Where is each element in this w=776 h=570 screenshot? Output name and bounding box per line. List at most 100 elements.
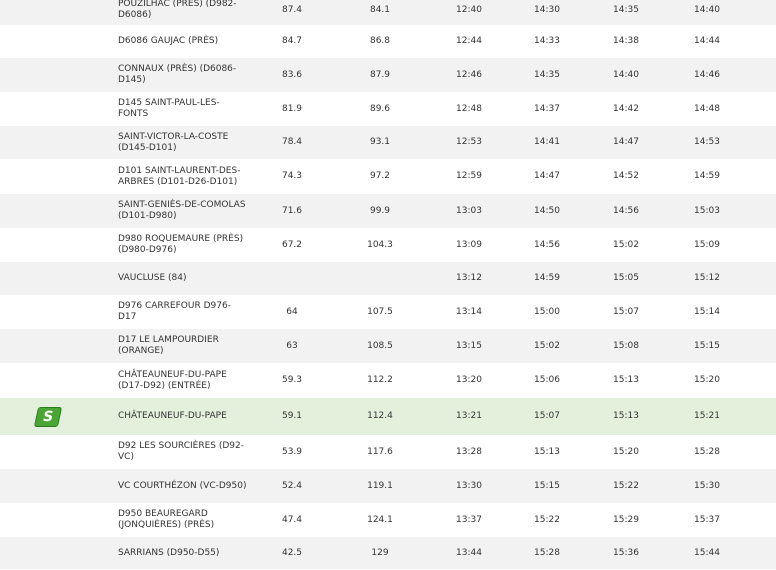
table-row: CONNAUX (PRÈS) (D6086-D145) 83.6 87.9 12:46… bbox=[0, 58, 776, 92]
time-caravan: 12:48 bbox=[430, 92, 508, 126]
time-caravan: 13:30 bbox=[430, 469, 508, 503]
distance-remaining-km: 78.4 bbox=[254, 126, 330, 159]
row-icon-cell bbox=[0, 537, 118, 569]
distance-remaining-km: 71.6 bbox=[254, 194, 330, 228]
table-row: S CHÂTEAUNEUF-DU-PAPE 59.1 112.4 13:21 15:07 1… bbox=[0, 398, 776, 435]
distance-remaining-km: 74.3 bbox=[254, 159, 330, 194]
time-slow: 14:46 bbox=[666, 58, 748, 92]
row-icon-cell bbox=[0, 228, 118, 262]
time-fast: 14:37 bbox=[508, 92, 586, 126]
location-name: SAINT-GENIÈS-DE-COMOLAS (D101-D980) bbox=[118, 194, 254, 228]
time-caravan: 13:21 bbox=[430, 398, 508, 435]
time-slow: 15:44 bbox=[666, 537, 748, 569]
time-medium: 15:13 bbox=[586, 363, 666, 398]
row-icon-cell bbox=[0, 262, 118, 295]
time-fast: 14:59 bbox=[508, 262, 586, 295]
distance-covered-km: 104.3 bbox=[330, 228, 430, 262]
spacer-cell bbox=[748, 194, 776, 228]
table-row: VC COURTHÉZON (VC-D950) 52.4 119.1 13:30 15:… bbox=[0, 469, 776, 503]
spacer-cell bbox=[748, 537, 776, 569]
table-row: SARRIANS (D950-D55) 42.5 129 13:44 15:28 15:3… bbox=[0, 537, 776, 569]
spacer-cell bbox=[748, 398, 776, 435]
distance-remaining-km: 42.5 bbox=[254, 537, 330, 569]
table-row: POUZILHAC (PRÈS) (D982-D6086) 87.4 84.1 12:… bbox=[0, 0, 776, 25]
time-slow: 15:12 bbox=[666, 262, 748, 295]
sprint-icon: S bbox=[33, 406, 63, 427]
time-fast: 14:35 bbox=[508, 58, 586, 92]
spacer-cell bbox=[748, 159, 776, 194]
time-slow: 14:44 bbox=[666, 25, 748, 58]
time-slow: 15:30 bbox=[666, 469, 748, 503]
time-medium: 14:40 bbox=[586, 58, 666, 92]
distance-remaining-km: 81.9 bbox=[254, 92, 330, 126]
table-row: CHÂTEAUNEUF-DU-PAPE (D17-D92) (ENTRÉE) 59… bbox=[0, 363, 776, 398]
distance-covered-km: 108.5 bbox=[330, 329, 430, 363]
time-fast: 15:15 bbox=[508, 469, 586, 503]
row-icon-cell bbox=[0, 435, 118, 469]
time-fast: 15:07 bbox=[508, 398, 586, 435]
distance-remaining-km: 83.6 bbox=[254, 58, 330, 92]
time-caravan: 12:46 bbox=[430, 58, 508, 92]
time-fast: 15:00 bbox=[508, 295, 586, 329]
time-fast: 15:02 bbox=[508, 329, 586, 363]
distance-remaining-km: 67.2 bbox=[254, 228, 330, 262]
time-slow: 15:20 bbox=[666, 363, 748, 398]
table-row: D17 LE LAMPOURDIER (ORANGE) 63 108.5 13:15 1… bbox=[0, 329, 776, 363]
spacer-cell bbox=[748, 503, 776, 537]
location-name: D145 SAINT-PAUL-LES-FONTS bbox=[118, 92, 254, 126]
spacer-cell bbox=[748, 435, 776, 469]
time-medium: 14:35 bbox=[586, 0, 666, 25]
location-name: POUZILHAC (PRÈS) (D982-D6086) bbox=[118, 0, 254, 25]
spacer-cell bbox=[748, 262, 776, 295]
location-name: D6086 GAUJAC (PRÈS) bbox=[118, 25, 254, 58]
time-fast: 15:06 bbox=[508, 363, 586, 398]
time-medium: 15:05 bbox=[586, 262, 666, 295]
time-caravan: 13:14 bbox=[430, 295, 508, 329]
time-fast: 15:28 bbox=[508, 537, 586, 569]
time-medium: 15:07 bbox=[586, 295, 666, 329]
location-name: SARRIANS (D950-D55) bbox=[118, 537, 254, 569]
time-slow: 15:15 bbox=[666, 329, 748, 363]
row-icon-cell bbox=[0, 25, 118, 58]
spacer-cell bbox=[748, 58, 776, 92]
distance-remaining-km: 52.4 bbox=[254, 469, 330, 503]
row-icon-cell bbox=[0, 295, 118, 329]
distance-covered-km: 112.2 bbox=[330, 363, 430, 398]
table-row: D950 BEAUREGARD (JONQUIÈRES) (PRÈS) 47.4 1… bbox=[0, 503, 776, 537]
location-name: D17 LE LAMPOURDIER (ORANGE) bbox=[118, 329, 254, 363]
time-medium: 15:02 bbox=[586, 228, 666, 262]
distance-remaining-km: 63 bbox=[254, 329, 330, 363]
distance-covered-km: 112.4 bbox=[330, 398, 430, 435]
row-icon-cell bbox=[0, 58, 118, 92]
row-icon-cell bbox=[0, 126, 118, 159]
time-fast: 14:30 bbox=[508, 0, 586, 25]
row-icon-cell bbox=[0, 92, 118, 126]
time-caravan: 12:40 bbox=[430, 0, 508, 25]
time-caravan: 12:53 bbox=[430, 126, 508, 159]
distance-covered-km: 87.9 bbox=[330, 58, 430, 92]
location-name: CONNAUX (PRÈS) (D6086-D145) bbox=[118, 58, 254, 92]
time-medium: 15:36 bbox=[586, 537, 666, 569]
time-slow: 14:53 bbox=[666, 126, 748, 159]
location-name: SAINT-VICTOR-LA-COSTE (D145-D101) bbox=[118, 126, 254, 159]
time-fast: 15:13 bbox=[508, 435, 586, 469]
distance-remaining-km: 64 bbox=[254, 295, 330, 329]
spacer-cell bbox=[748, 0, 776, 25]
spacer-cell bbox=[748, 469, 776, 503]
row-icon-cell: S bbox=[0, 398, 118, 435]
distance-covered-km: 117.6 bbox=[330, 435, 430, 469]
location-name: D101 SAINT-LAURENT-DES-ARBRES (D101-D26-… bbox=[118, 159, 254, 194]
location-name: D950 BEAUREGARD (JONQUIÈRES) (PRÈS) bbox=[118, 503, 254, 537]
time-medium: 14:42 bbox=[586, 92, 666, 126]
distance-remaining-km: 59.1 bbox=[254, 398, 330, 435]
time-slow: 14:48 bbox=[666, 92, 748, 126]
time-caravan: 13:12 bbox=[430, 262, 508, 295]
distance-covered-km: 99.9 bbox=[330, 194, 430, 228]
distance-remaining-km: 87.4 bbox=[254, 0, 330, 25]
table-row: VAUCLUSE (84) 13:12 14:59 15:05 15:12 bbox=[0, 262, 776, 295]
distance-covered-km bbox=[330, 262, 430, 295]
time-slow: 14:40 bbox=[666, 0, 748, 25]
table-row: SAINT-GENIÈS-DE-COMOLAS (D101-D980) 71.6 9… bbox=[0, 194, 776, 228]
time-caravan: 13:28 bbox=[430, 435, 508, 469]
